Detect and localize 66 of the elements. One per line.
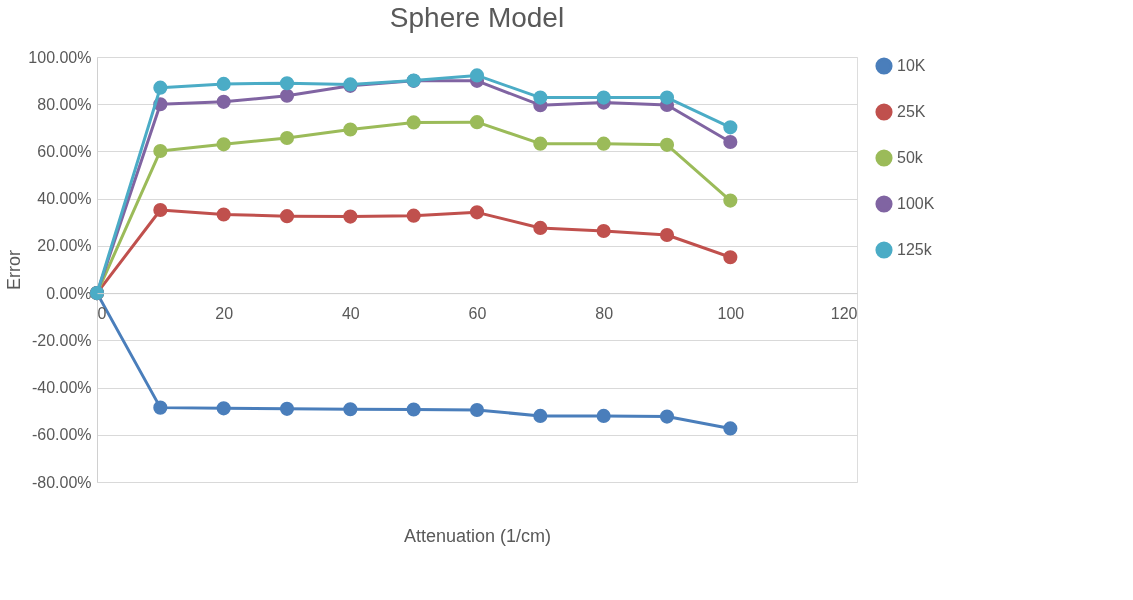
y-tick-label: 0.00% [46, 284, 92, 302]
point [596, 223, 611, 239]
y-axis-title: Error [4, 250, 25, 290]
point [153, 80, 168, 95]
point [596, 136, 611, 151]
point [533, 90, 548, 105]
point [279, 130, 295, 146]
point [343, 209, 358, 224]
point [216, 94, 231, 109]
point [723, 120, 738, 135]
point [279, 76, 295, 91]
x-tick-label: 0 [97, 304, 107, 322]
x-tick-label: 60 [468, 304, 487, 322]
point [216, 207, 231, 222]
point [723, 421, 738, 436]
y-tick-label: 60.00% [37, 142, 92, 160]
point [659, 227, 675, 243]
point [153, 400, 168, 415]
point [659, 90, 675, 105]
point [469, 402, 485, 418]
y-tick-label: 100.00% [28, 48, 92, 66]
x-axis-title: Attenuation (1/cm) [403, 525, 552, 546]
point [723, 250, 738, 265]
y-tick-label: 20.00% [37, 237, 92, 255]
point [596, 408, 611, 423]
point [533, 408, 548, 423]
point [153, 143, 168, 159]
point [343, 122, 358, 137]
legend-label: 50k [897, 149, 924, 166]
point [469, 115, 485, 130]
x-tick-label: 40 [341, 304, 360, 322]
y-tick-label: -80.00% [31, 473, 92, 491]
x-tick-label: 100 [717, 304, 745, 322]
point [216, 76, 231, 91]
point [406, 115, 421, 130]
point [153, 202, 168, 218]
point [279, 209, 295, 224]
point [216, 401, 231, 416]
point [469, 205, 485, 220]
point [469, 68, 485, 83]
point [659, 137, 675, 152]
point [533, 136, 548, 151]
point [279, 88, 295, 103]
point [596, 90, 611, 105]
chart-title: Sphere Model [389, 2, 565, 33]
point [216, 137, 231, 152]
point [406, 208, 421, 223]
point [723, 134, 738, 150]
x-tick-label: 20 [215, 304, 234, 322]
y-tick-label: -60.00% [31, 426, 92, 444]
point [343, 402, 358, 417]
legend-label: 25K [897, 103, 926, 120]
y-tick-label: -20.00% [31, 331, 92, 349]
point [279, 401, 295, 416]
y-tick-label: 40.00% [37, 190, 92, 208]
point [659, 409, 675, 424]
x-tick-label: 120 [830, 304, 858, 322]
legend-label: 125k [897, 241, 933, 258]
point [406, 402, 421, 417]
x-tick-label: 80 [595, 304, 614, 322]
y-tick-label: 80.00% [37, 95, 92, 113]
legend-label: 10K [897, 57, 926, 74]
legend-label: 100K [897, 195, 935, 212]
point [533, 220, 548, 235]
point [723, 193, 738, 208]
y-tick-label: -40.00% [31, 379, 92, 397]
